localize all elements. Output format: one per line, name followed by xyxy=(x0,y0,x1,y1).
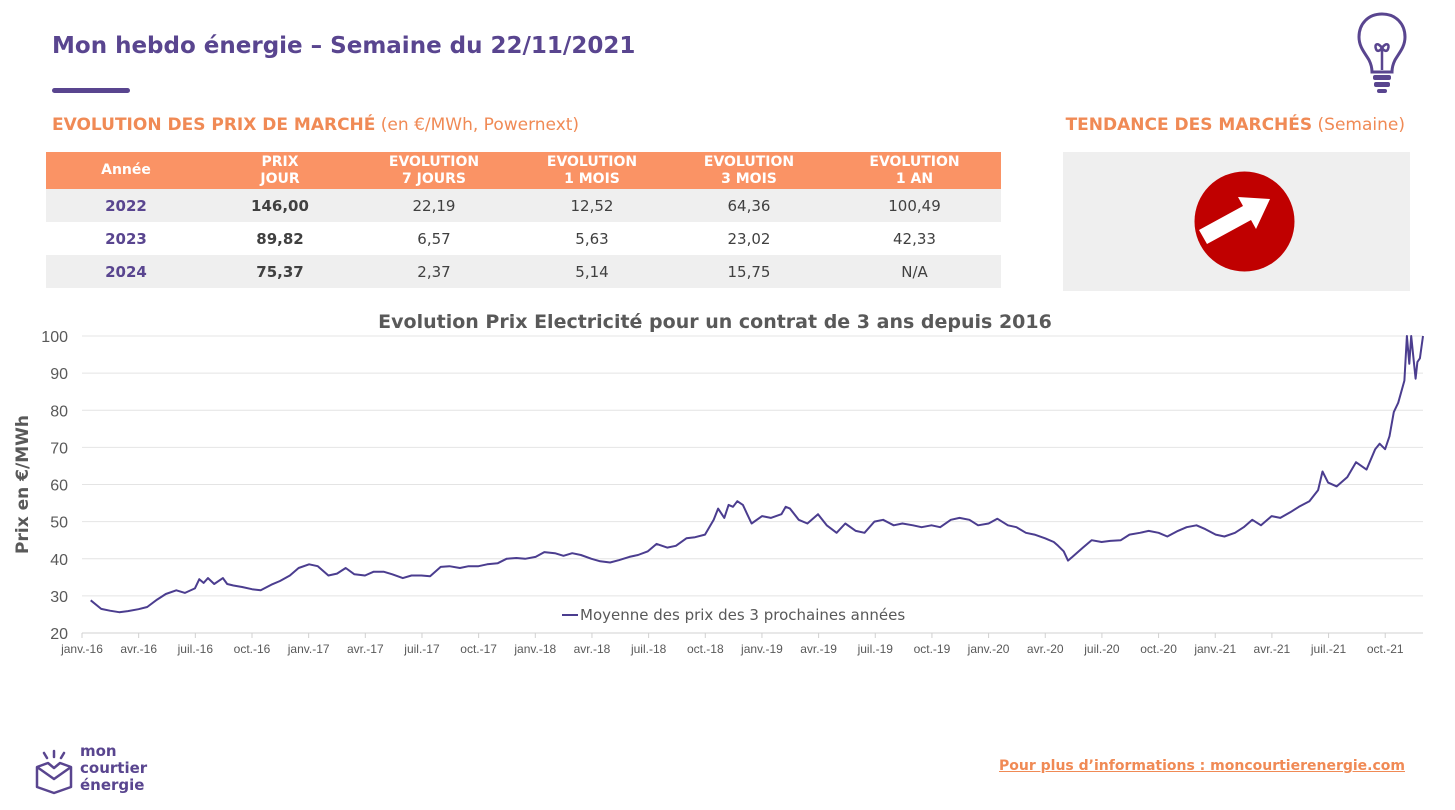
price-chart: 20 30 40 50 60 70 80 90 100 janv.-16 avr.-16 juil.-… xyxy=(13,311,1424,656)
x-tick-label: oct.-21 xyxy=(1367,642,1404,656)
arrow-up-right-icon xyxy=(1194,171,1295,272)
y-tick-label: 40 xyxy=(50,552,68,569)
x-tick-label: juil.-20 xyxy=(1083,642,1120,656)
prices-section-title: EVOLUTION DES PRIX DE MARCHÉ (en €/MWh, … xyxy=(52,115,579,135)
cell-evo-3m: 15,75 xyxy=(670,255,828,288)
header-label-l1: PRIX xyxy=(261,153,299,170)
x-tick-label: janv.-18 xyxy=(513,642,556,656)
table-row: 2023 89,82 6,57 5,63 23,02 42,33 xyxy=(46,222,1001,255)
cell-year: 2023 xyxy=(105,229,147,248)
x-tick-label: oct.-17 xyxy=(460,642,497,656)
header-label-l2: 3 MOIS xyxy=(721,170,777,187)
x-tick-label: janv.-19 xyxy=(740,642,783,656)
table-header-row: Année PRIX JOUR EVOLUTION 7 JOURS EVOLUTIO… xyxy=(46,152,1001,189)
page-title: Mon hebdo énergie – Semaine du 22/11/202… xyxy=(52,33,636,59)
header-evo-3m: EVOLUTION 3 MOIS xyxy=(670,152,828,189)
cell-day-price: 75,37 xyxy=(206,255,354,288)
header-day-price: PRIX JOUR xyxy=(206,152,354,189)
title-underline xyxy=(52,88,130,93)
y-tick-label: 70 xyxy=(50,440,68,457)
prices-subtitle: (en €/MWh, Powernext) xyxy=(380,115,580,135)
trend-panel xyxy=(1063,152,1410,291)
website-link[interactable]: Pour plus d’informations : moncourtieren… xyxy=(999,758,1405,774)
y-axis-label: Prix en €/MWh xyxy=(13,415,33,554)
x-tick-label: janv.-20 xyxy=(967,642,1010,656)
header-evo-1y: EVOLUTION 1 AN xyxy=(828,152,1001,189)
cell-year: 2024 xyxy=(46,255,206,288)
cell-evo-1m: 12,52 xyxy=(514,189,670,222)
cell-evo-1m: 5,63 xyxy=(575,229,609,248)
lightbulb-icon xyxy=(1357,12,1407,93)
cell-evo-7d: 6,57 xyxy=(417,229,451,248)
x-tick-label: juil.-19 xyxy=(857,642,894,656)
market-prices-table: Année PRIX JOUR EVOLUTION 7 JOURS EVOLUTIO… xyxy=(46,152,1001,288)
y-tick-label: 20 xyxy=(50,626,68,643)
cell-evo-1y: N/A xyxy=(828,255,1001,288)
header-label-l1: EVOLUTION xyxy=(703,153,795,170)
header-evo-1m: EVOLUTION 1 MOIS xyxy=(514,152,670,189)
x-tick-label: juil.-21 xyxy=(1310,642,1347,656)
logo-icon xyxy=(35,749,73,795)
header-label-l2: JOUR xyxy=(260,170,300,187)
header-year: Année xyxy=(46,152,206,189)
legend-label: Moyenne des prix des 3 prochaines années xyxy=(580,606,905,624)
x-tick-label: oct.-19 xyxy=(914,642,951,656)
cell-evo-7d: 2,37 xyxy=(354,255,514,288)
x-tick-label: oct.-16 xyxy=(234,642,271,656)
x-tick-label: juil.-17 xyxy=(403,642,440,656)
table-row: 2024 75,37 2,37 5,14 15,75 N/A xyxy=(46,255,1001,288)
cell-evo-3m: 64,36 xyxy=(670,189,828,222)
x-tick-label: janv.-17 xyxy=(287,642,330,656)
logo-wordmark: mon courtier énergie xyxy=(80,743,147,794)
y-tick-label: 30 xyxy=(50,589,68,606)
x-tick-label: janv.-21 xyxy=(1193,642,1236,656)
header-evo-7d: EVOLUTION 7 JOURS xyxy=(354,152,514,189)
x-tick-label: juil.-18 xyxy=(630,642,667,656)
x-tick-label: janv.-16 xyxy=(60,642,103,656)
header-label-l2: 1 MOIS xyxy=(564,170,620,187)
x-tick-label: avr.-18 xyxy=(574,642,611,656)
trend-subtitle: (Semaine) xyxy=(1317,115,1405,135)
x-tick-label: avr.-17 xyxy=(347,642,384,656)
cell-day-price: 89,82 xyxy=(256,229,304,248)
y-tick-label: 50 xyxy=(50,515,68,532)
header-year-label: Année xyxy=(101,162,151,178)
y-tick-label: 90 xyxy=(50,366,68,383)
prices-title: EVOLUTION DES PRIX DE MARCHÉ xyxy=(52,115,376,135)
x-tick-label: avr.-20 xyxy=(1027,642,1064,656)
cell-evo-1m: 5,14 xyxy=(514,255,670,288)
logo-line-3: énergie xyxy=(80,776,145,794)
header-label-l2: 7 JOURS xyxy=(402,170,466,187)
logo-line-2: courtier xyxy=(80,759,148,777)
cell-day-price: 146,00 xyxy=(206,189,354,222)
cell-year: 2022 xyxy=(46,189,206,222)
trend-section-title: TENDANCE DES MARCHÉS (Semaine) xyxy=(1066,115,1405,135)
x-tick-label: avr.-19 xyxy=(800,642,837,656)
y-tick-label: 100 xyxy=(41,329,68,346)
header-label-l1: EVOLUTION xyxy=(869,153,960,170)
y-tick-label: 60 xyxy=(50,478,68,495)
x-tick-label: oct.-20 xyxy=(1140,642,1177,656)
cell-evo-3m: 23,02 xyxy=(727,229,771,248)
cell-evo-1y: 42,33 xyxy=(893,229,936,248)
x-tick-label: oct.-18 xyxy=(687,642,724,656)
x-tick-label: juil.-16 xyxy=(177,642,214,656)
chart-title: Evolution Prix Electricité pour un contr… xyxy=(378,311,1052,333)
header-label-l2: 1 AN xyxy=(895,170,934,187)
series-line xyxy=(90,335,1424,614)
x-tick-label: avr.-21 xyxy=(1254,642,1291,656)
header-label-l1: EVOLUTION xyxy=(388,153,480,170)
x-tick-label: avr.-16 xyxy=(120,642,157,656)
brand-logo: mon courtier énergie xyxy=(34,743,194,799)
y-tick-label: 80 xyxy=(50,403,68,420)
table-row: 2022 146,00 22,19 12,52 64,36 100,49 xyxy=(46,189,1001,222)
cell-evo-1y: 100,49 xyxy=(828,189,1001,222)
cell-evo-7d: 22,19 xyxy=(354,189,514,222)
logo-line-1: mon xyxy=(80,742,117,760)
trend-title: TENDANCE DES MARCHÉS xyxy=(1065,115,1313,135)
header-label-l1: EVOLUTION xyxy=(546,153,638,170)
